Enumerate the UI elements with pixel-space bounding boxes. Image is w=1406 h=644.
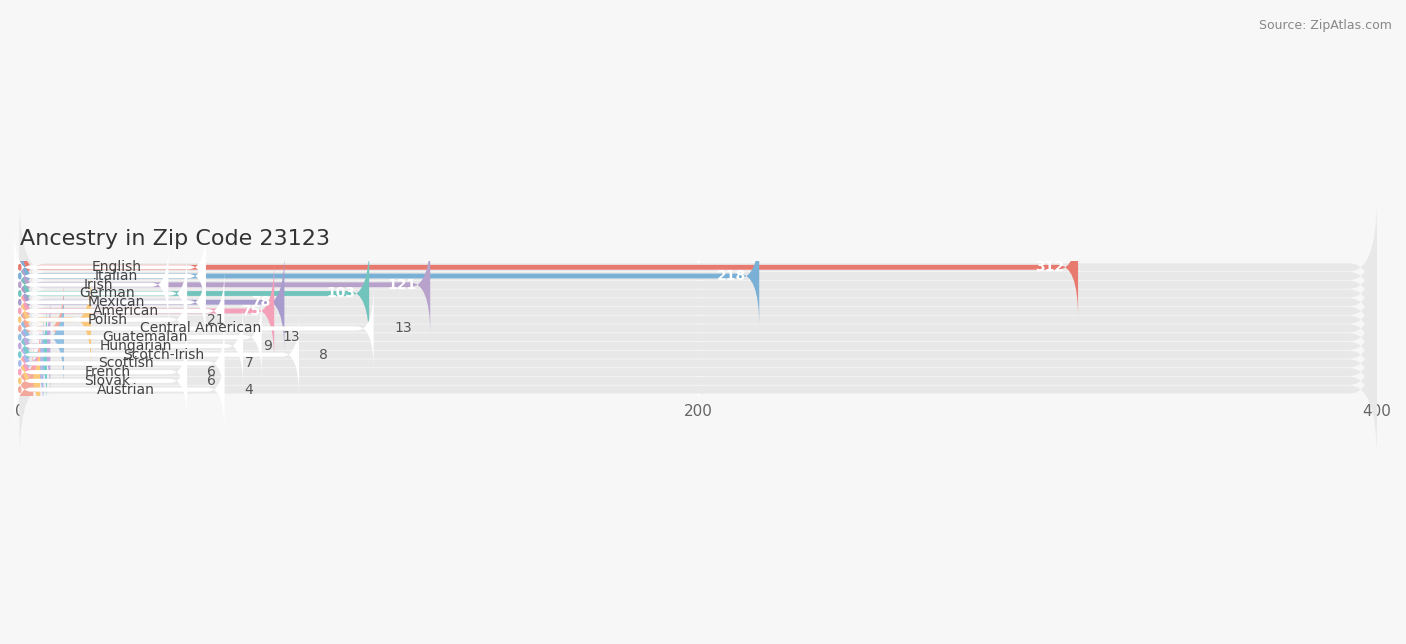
Text: American: American <box>93 304 159 318</box>
FancyBboxPatch shape <box>20 227 1376 359</box>
FancyBboxPatch shape <box>20 202 1376 333</box>
FancyBboxPatch shape <box>20 270 91 370</box>
Text: 9: 9 <box>263 339 273 353</box>
FancyBboxPatch shape <box>20 322 41 422</box>
FancyBboxPatch shape <box>14 304 243 388</box>
FancyBboxPatch shape <box>20 305 46 404</box>
Circle shape <box>18 352 21 357</box>
FancyBboxPatch shape <box>20 271 1376 403</box>
Text: Irish: Irish <box>83 278 112 292</box>
Text: Mexican: Mexican <box>89 295 145 309</box>
Text: 78: 78 <box>252 295 271 309</box>
FancyBboxPatch shape <box>14 278 187 361</box>
Text: 6: 6 <box>208 374 217 388</box>
Circle shape <box>18 273 21 279</box>
Text: Source: ZipAtlas.com: Source: ZipAtlas.com <box>1258 19 1392 32</box>
FancyBboxPatch shape <box>14 225 205 309</box>
FancyBboxPatch shape <box>20 261 274 361</box>
FancyBboxPatch shape <box>14 234 205 317</box>
Text: Scotch-Irish: Scotch-Irish <box>122 348 204 362</box>
FancyBboxPatch shape <box>20 296 51 396</box>
FancyBboxPatch shape <box>20 219 1376 351</box>
Text: 6: 6 <box>208 365 217 379</box>
Text: Austrian: Austrian <box>97 383 155 397</box>
FancyBboxPatch shape <box>20 235 430 335</box>
Circle shape <box>18 370 21 375</box>
FancyBboxPatch shape <box>20 226 759 326</box>
FancyBboxPatch shape <box>20 217 1078 317</box>
FancyBboxPatch shape <box>20 287 63 387</box>
Text: Guatemalan: Guatemalan <box>101 330 187 344</box>
Circle shape <box>18 378 21 384</box>
FancyBboxPatch shape <box>14 296 262 379</box>
FancyBboxPatch shape <box>20 210 1376 342</box>
Circle shape <box>18 308 21 314</box>
Text: French: French <box>84 365 131 379</box>
FancyBboxPatch shape <box>14 313 299 396</box>
Circle shape <box>18 265 21 270</box>
Text: German: German <box>80 287 135 301</box>
Text: Slovak: Slovak <box>84 374 131 388</box>
Circle shape <box>18 317 21 323</box>
FancyBboxPatch shape <box>13 339 41 440</box>
FancyBboxPatch shape <box>20 252 284 352</box>
Circle shape <box>18 387 21 392</box>
FancyBboxPatch shape <box>20 306 1376 438</box>
Text: 103: 103 <box>326 287 356 301</box>
Text: 312: 312 <box>1035 260 1064 274</box>
Text: Ancestry in Zip Code 23123: Ancestry in Zip Code 23123 <box>20 229 330 249</box>
FancyBboxPatch shape <box>14 348 225 431</box>
Circle shape <box>18 361 21 366</box>
Text: 13: 13 <box>394 321 412 336</box>
FancyBboxPatch shape <box>20 298 1376 430</box>
Text: 75: 75 <box>242 304 260 318</box>
FancyBboxPatch shape <box>14 261 205 344</box>
FancyBboxPatch shape <box>14 287 374 370</box>
FancyBboxPatch shape <box>14 330 187 413</box>
Circle shape <box>18 343 21 348</box>
FancyBboxPatch shape <box>20 315 1376 447</box>
FancyBboxPatch shape <box>20 236 1376 368</box>
Text: 121: 121 <box>388 278 416 292</box>
FancyBboxPatch shape <box>20 314 44 413</box>
Text: 21: 21 <box>208 313 225 327</box>
Text: Scottish: Scottish <box>98 356 153 370</box>
FancyBboxPatch shape <box>20 324 1376 455</box>
Text: 218: 218 <box>717 269 745 283</box>
Text: 7: 7 <box>245 356 253 370</box>
Text: Central American: Central American <box>141 321 262 336</box>
FancyBboxPatch shape <box>20 280 1376 412</box>
Text: 8: 8 <box>319 348 328 362</box>
FancyBboxPatch shape <box>20 278 63 379</box>
FancyBboxPatch shape <box>20 263 1376 394</box>
Circle shape <box>18 326 21 331</box>
FancyBboxPatch shape <box>14 269 225 353</box>
FancyBboxPatch shape <box>20 243 370 343</box>
Text: Hungarian: Hungarian <box>100 339 172 353</box>
Circle shape <box>18 290 21 296</box>
FancyBboxPatch shape <box>20 289 1376 421</box>
Circle shape <box>18 282 21 287</box>
Text: 4: 4 <box>245 383 253 397</box>
Text: 13: 13 <box>283 330 299 344</box>
FancyBboxPatch shape <box>14 339 187 422</box>
Text: Italian: Italian <box>96 269 138 283</box>
FancyBboxPatch shape <box>20 254 1376 386</box>
Circle shape <box>18 334 21 340</box>
FancyBboxPatch shape <box>20 331 41 431</box>
Circle shape <box>18 299 21 305</box>
FancyBboxPatch shape <box>14 322 225 405</box>
Text: English: English <box>91 260 142 274</box>
Text: Polish: Polish <box>87 313 128 327</box>
FancyBboxPatch shape <box>14 243 169 327</box>
FancyBboxPatch shape <box>20 245 1376 377</box>
FancyBboxPatch shape <box>14 252 187 335</box>
